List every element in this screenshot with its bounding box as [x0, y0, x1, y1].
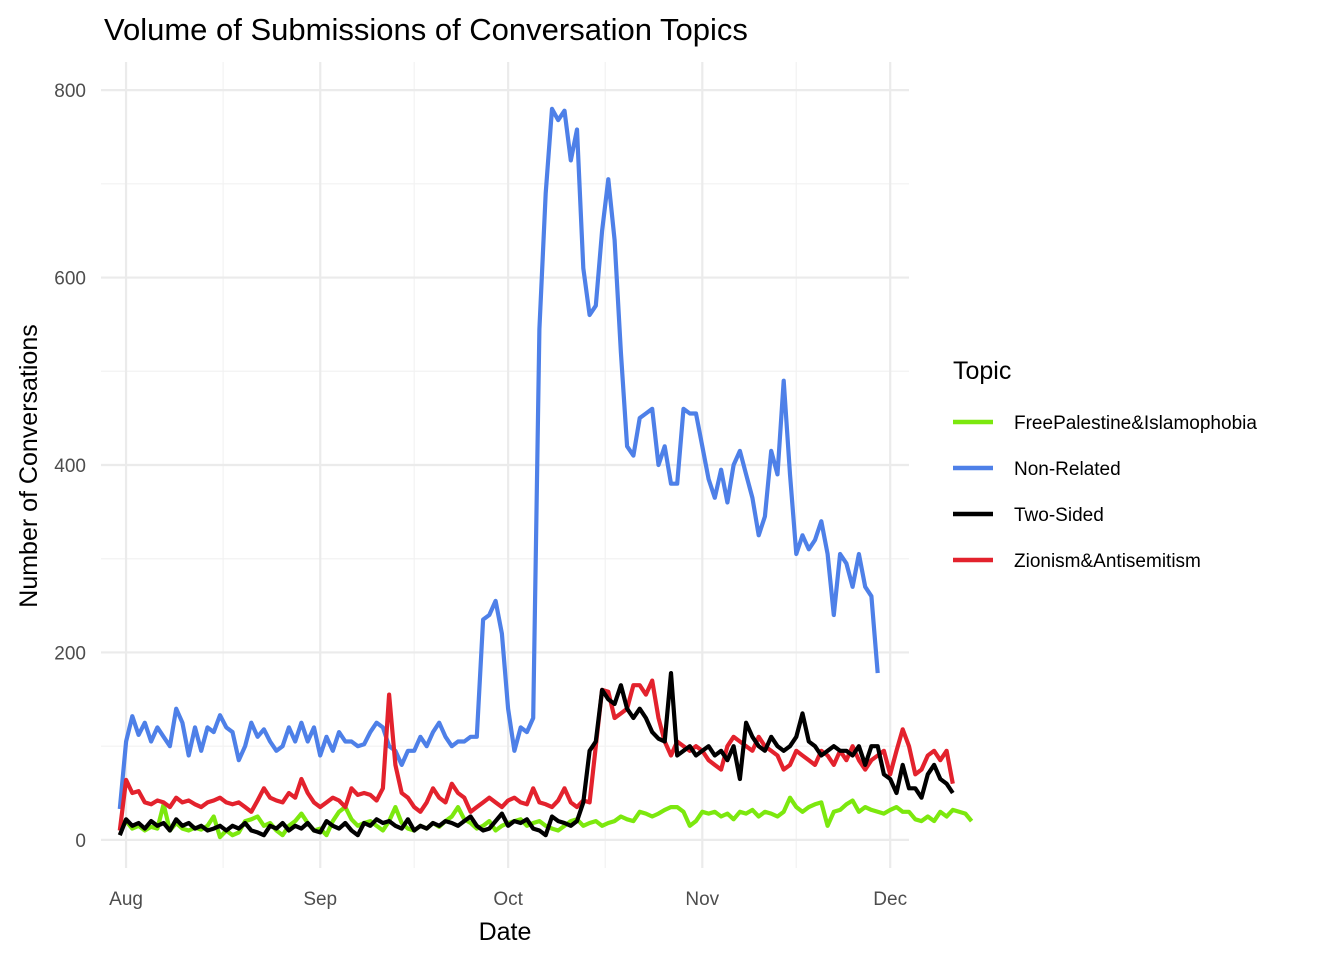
x-tick-label: Oct: [493, 889, 523, 910]
x-axis-title: Date: [479, 918, 532, 946]
y-tick-label: 400: [54, 456, 86, 477]
y-tick-label: 800: [54, 81, 86, 102]
legend-item: Zionism&Antisemitism: [953, 551, 1201, 572]
series-line-freepalestine-islamophobia: [119, 795, 974, 840]
legend: Topic FreePalestine&Islamophobia Non-Rela…: [953, 357, 1257, 572]
legend-label: Zionism&Antisemitism: [1014, 551, 1201, 572]
legend-item: Two-Sided: [953, 505, 1104, 526]
plot-lines: [117, 106, 974, 840]
y-axis-title: Number of Conversations: [15, 324, 43, 607]
x-tick-label: Aug: [109, 889, 143, 910]
legend-title: Topic: [953, 357, 1011, 385]
legend-label: Non-Related: [1014, 459, 1121, 480]
y-axis: 0 200 400 600 800: [54, 81, 86, 852]
legend-item: FreePalestine&Islamophobia: [953, 413, 1257, 434]
y-tick-label: 600: [54, 269, 86, 290]
x-tick-label: Nov: [685, 889, 719, 910]
legend-label: FreePalestine&Islamophobia: [1014, 413, 1257, 434]
y-tick-label: 0: [75, 831, 86, 852]
legend-item: Non-Related: [953, 459, 1121, 480]
x-tick-label: Sep: [303, 889, 337, 910]
legend-label: Two-Sided: [1014, 505, 1104, 526]
chart-title: Volume of Submissions of Conversation To…: [104, 12, 748, 47]
x-tick-label: Dec: [873, 889, 907, 910]
series-line-two-sided: [117, 670, 955, 838]
legend-items: FreePalestine&Islamophobia Non-Related Two…: [953, 413, 1257, 572]
y-tick-label: 200: [54, 643, 86, 664]
series-line-zionism-antisemitism: [117, 678, 955, 831]
series-line-non-related: [117, 106, 880, 810]
x-axis: Aug Sep Oct Nov Dec: [109, 889, 907, 910]
